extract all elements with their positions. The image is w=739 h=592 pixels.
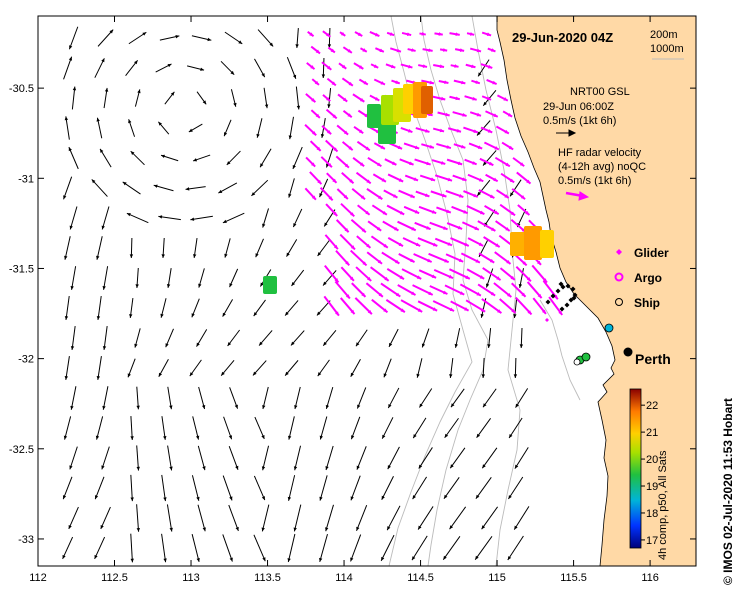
contour-label-200m: 200m xyxy=(650,29,678,41)
colorbar-label: 4h comp, p50, All Sats xyxy=(657,450,669,560)
contour-label-1000m: 1000m xyxy=(650,43,684,55)
lat-tick-label: -32.5 xyxy=(9,444,34,456)
lon-tick-label: 113 xyxy=(182,572,200,584)
lon-tick-label: 114.5 xyxy=(407,572,434,584)
sst-patch xyxy=(540,230,554,258)
radar-legend-line-2: (4-12h avg) noQC xyxy=(558,161,646,173)
lat-tick-label: -32 xyxy=(18,354,34,366)
model-legend-line-2: 29-Jun 06:00Z xyxy=(543,101,614,113)
sst-patch xyxy=(421,86,433,114)
lat-tick-label: -33 xyxy=(18,534,34,546)
ocean-current-map: 112 112.5 113 113.5 114 114.5 115 115.5 116 -30.… xyxy=(0,0,739,592)
radar-legend-line-3: 0.5m/s (1kt 6h) xyxy=(558,175,631,187)
lon-tick-label: 115 xyxy=(488,572,506,584)
perth-city-label: Perth xyxy=(635,351,671,367)
model-legend-line-1: NRT00 GSL xyxy=(570,86,630,98)
map-title: 29-Jun-2020 04Z xyxy=(512,30,613,45)
sst-patch xyxy=(263,276,277,294)
lon-tick-label: 115.5 xyxy=(560,572,587,584)
lat-tick-label: -30.5 xyxy=(9,83,34,95)
sst-patch xyxy=(510,232,526,256)
lat-tick-label: -31 xyxy=(18,173,34,185)
lon-tick-label: 116 xyxy=(641,572,659,584)
lon-tick-label: 112.5 xyxy=(101,572,128,584)
lon-tick-label: 112 xyxy=(29,572,47,584)
perth-city-marker xyxy=(624,348,633,357)
colorbar-tick-label: 21 xyxy=(646,427,658,439)
radar-legend-line-1: HF radar velocity xyxy=(558,147,642,159)
sst-colorbar xyxy=(630,389,641,548)
colorbar-tick-label: 22 xyxy=(646,400,658,412)
ship-legend-label: Ship xyxy=(634,296,660,310)
lon-tick-label: 113.5 xyxy=(254,572,281,584)
lon-tick-label: 114 xyxy=(335,572,353,584)
model-legend-line-3: 0.5m/s (1kt 6h) xyxy=(543,115,616,127)
lat-tick-label: -31.5 xyxy=(9,263,34,275)
glider-legend-label: Glider xyxy=(634,246,669,260)
argo-legend-label: Argo xyxy=(634,271,662,285)
sst-patch xyxy=(524,226,542,260)
credit-text: © IMOS 02-Jul-2020 11:53 Hobart xyxy=(721,398,735,585)
